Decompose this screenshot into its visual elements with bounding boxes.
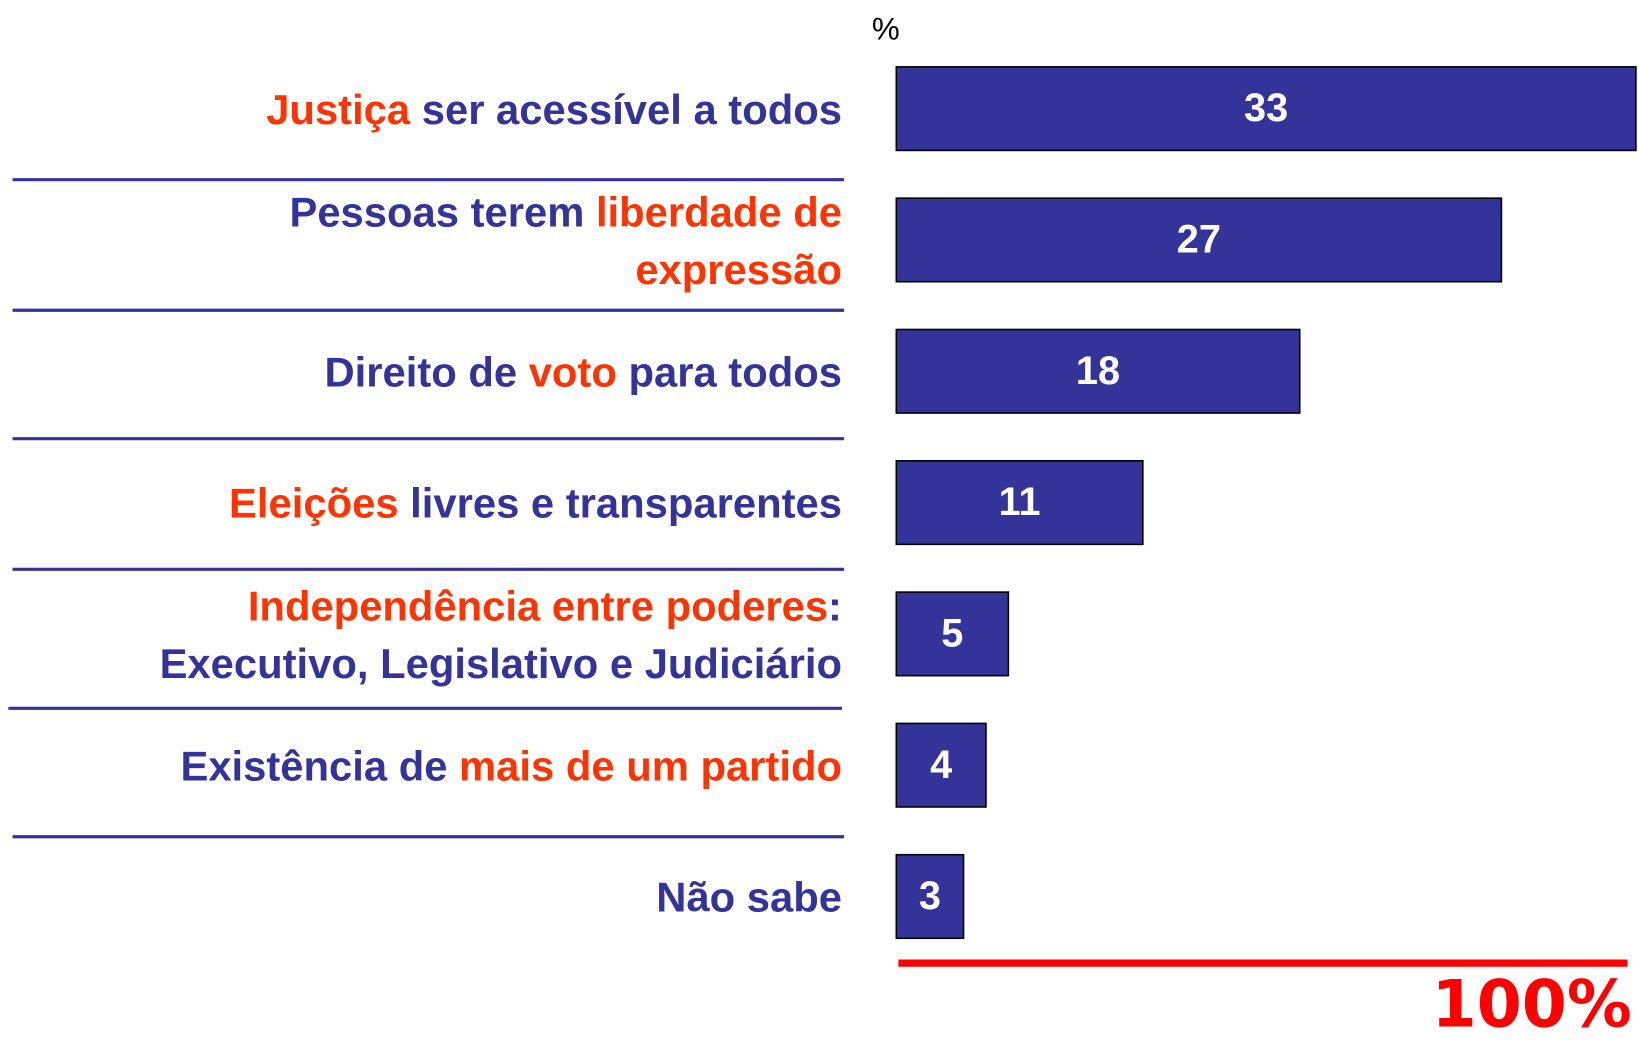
bar-value-label: 5 [941, 611, 963, 655]
category-label-part: Pessoas terem [289, 188, 595, 235]
category-label: Direito de voto para todos [324, 348, 842, 395]
category-label: Independência entre poderes: [248, 582, 842, 629]
category-label-part: : [828, 582, 842, 629]
category-label-part: liberdade de [596, 188, 842, 235]
bar [895, 591, 1010, 677]
category-label-part: Existência de [180, 742, 459, 789]
category-label-part: Executivo, Legislativo e Judiciário [160, 640, 842, 687]
category-label: Não sabe [656, 874, 842, 921]
category-label-part: voto [529, 348, 617, 395]
category-label-part: expressão [635, 246, 842, 293]
category-label-part: Independência entre poderes [248, 582, 828, 629]
bar [895, 328, 1301, 414]
bar [895, 197, 1503, 283]
category-label-part: livres e transparentes [399, 480, 842, 527]
category-label: Executivo, Legislativo e Judiciário [160, 640, 842, 687]
category-label: Justiça ser acessível a todos [266, 86, 842, 133]
bar [895, 722, 987, 808]
unit-label: % [872, 12, 900, 47]
bar [895, 460, 1144, 546]
category-label-part: Não sabe [656, 874, 842, 921]
bar [895, 853, 965, 940]
bar-value-label: 4 [930, 743, 952, 787]
category-label-part: Justiça [266, 86, 411, 133]
bar-value-label: 11 [999, 480, 1041, 524]
bar-value-label: 3 [919, 874, 941, 918]
category-label: Existência de mais de um partido [180, 742, 842, 789]
category-label: Pessoas terem liberdade de [289, 188, 842, 235]
category-label-part: ser acessível a todos [410, 86, 842, 133]
category-label-part: Direito de [324, 348, 528, 395]
category-label-part: para todos [617, 348, 842, 395]
category-label: Eleições livres e transparentes [229, 480, 842, 527]
bar-value-label: 27 [1177, 218, 1221, 262]
category-label-part: Eleições [229, 480, 398, 527]
separators [8, 178, 845, 839]
bar-value-label: 18 [1076, 349, 1120, 393]
bar-value-label: 33 [1244, 86, 1288, 130]
bar [895, 66, 1637, 152]
category-label-part: mais de um partido [459, 742, 842, 789]
category-label: expressão [635, 246, 842, 293]
total-label: 100% [1432, 968, 1632, 1043]
